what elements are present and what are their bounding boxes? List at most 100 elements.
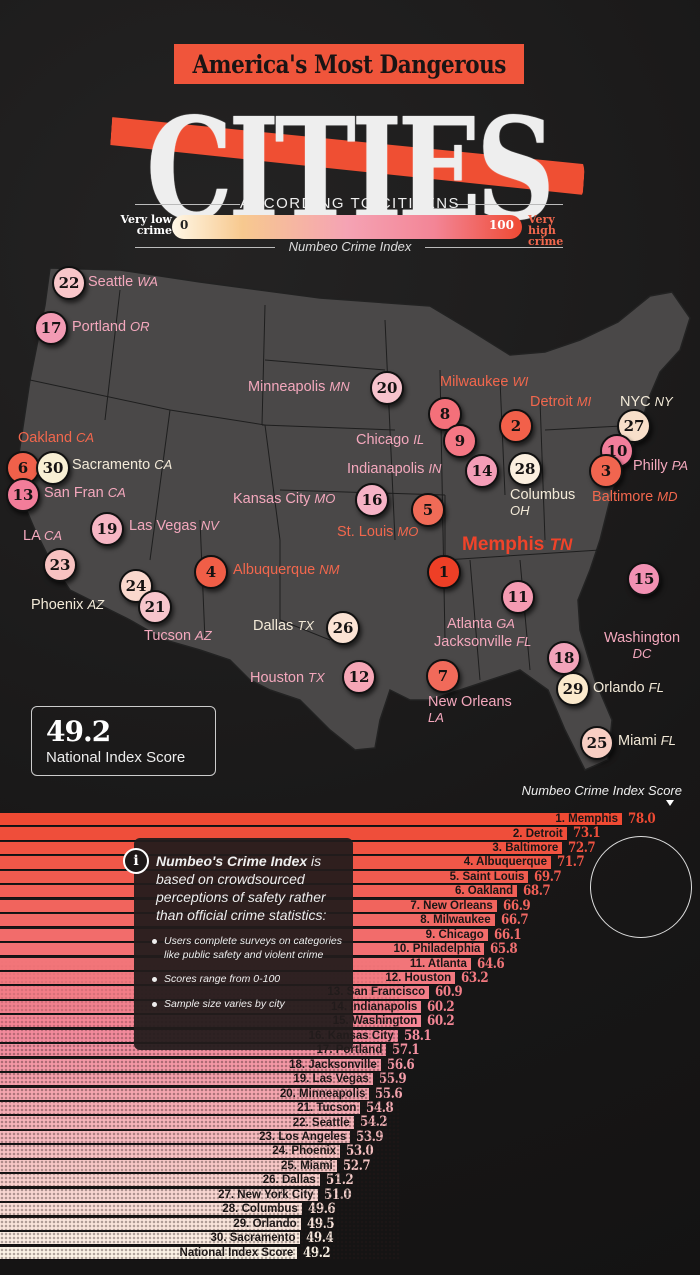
city-pin-columbus[interactable]: 28 <box>508 452 542 486</box>
bar-row: 24. Phoenix 53.0 <box>0 1143 374 1159</box>
city-pin-nyc[interactable]: 27 <box>617 409 651 443</box>
bar-row: 19. Las Vegas 55.9 <box>0 1071 407 1087</box>
city-label-atlanta: Atlanta GA <box>447 616 515 632</box>
pin-rank: 4 <box>205 563 217 581</box>
city-pin-chicago[interactable]: 9 <box>443 424 477 458</box>
washington-dc-inset <box>590 836 692 938</box>
info-bullet: Sample size varies by city <box>152 998 342 1012</box>
divider <box>425 247 563 248</box>
bar: 21. Tucson <box>0 1102 361 1116</box>
info-bullet: Scores range from 0-100 <box>152 973 342 987</box>
bar-value: 58.1 <box>403 1027 432 1044</box>
city-pin-los-angeles[interactable]: 23 <box>43 548 77 582</box>
pin-rank: 25 <box>586 734 608 752</box>
national-index-caption: National Index Score <box>46 749 186 766</box>
city-label-philadelphia: Philly PA <box>633 458 689 474</box>
bar-row: 20. Minneapolis 55.6 <box>0 1086 403 1102</box>
city-pin-minneapolis[interactable]: 20 <box>370 371 404 405</box>
city-label-detroit: Detroit MI <box>530 394 592 410</box>
city-label-los-angeles: LA CA <box>23 528 63 544</box>
city-label-washington: Washington DC <box>603 630 681 661</box>
city-pin-st-louis[interactable]: 5 <box>411 493 445 527</box>
pin-rank: 3 <box>600 462 612 480</box>
bar: 28. Columbus <box>0 1203 302 1217</box>
city-label-seattle: Seattle WA <box>88 274 158 290</box>
bar-value: 54.8 <box>366 1100 394 1116</box>
city-pin-miami[interactable]: 25 <box>580 726 614 760</box>
city-label-columbus: Columbus OH <box>510 487 576 518</box>
pin-rank: 28 <box>514 460 536 478</box>
pin-rank: 7 <box>437 667 449 685</box>
city-pin-atlanta[interactable]: 11 <box>501 580 535 614</box>
city-pin-memphis[interactable]: 1 <box>427 555 461 589</box>
title-banner: America's Most Dangerous <box>174 44 524 84</box>
bar-row: National Index Score 49.2 <box>0 1245 331 1261</box>
bar-value: 66.9 <box>502 897 531 914</box>
city-pin-orlando[interactable]: 29 <box>556 672 590 706</box>
bar-value: 73.1 <box>572 825 601 842</box>
city-label-orlando: Orlando FL <box>593 680 664 696</box>
city-label-jacksonville: Jacksonville FL <box>434 634 532 650</box>
pin-rank: 17 <box>40 319 62 337</box>
info-panel <box>134 838 353 1050</box>
city-label-san-francisco: San Fran CA <box>44 485 126 501</box>
city-label-sacramento: Sacramento CA <box>72 457 173 473</box>
bar-value: 51.2 <box>325 1172 354 1189</box>
bar: 18. Jacksonville <box>0 1058 381 1072</box>
pin-rank: 23 <box>49 556 71 574</box>
bar-value: 63.2 <box>461 969 489 986</box>
city-pin-houston[interactable]: 12 <box>342 660 376 694</box>
city-pin-tucson[interactable]: 21 <box>138 590 172 624</box>
city-label-chicago: Chicago IL <box>356 432 425 448</box>
pin-rank: 13 <box>12 486 34 504</box>
city-label-portland: Portland OR <box>72 319 150 335</box>
city-pin-kansas-city[interactable]: 16 <box>355 483 389 517</box>
scale-caption: Numbeo Crime Index <box>288 239 412 254</box>
bar-row: 26. Dallas 51.2 <box>0 1172 354 1188</box>
bar: 1. Memphis <box>0 813 622 827</box>
city-pin-seattle[interactable]: 22 <box>52 266 86 300</box>
city-label-phoenix: Phoenix AZ <box>31 597 105 613</box>
city-pin-indianapolis[interactable]: 14 <box>465 454 499 488</box>
city-label-dallas: Dallas TX <box>253 618 314 634</box>
pin-rank: 9 <box>454 432 466 450</box>
bar-value: 49.2 <box>303 1244 331 1261</box>
city-label-oakland: Oakland CA <box>18 430 95 446</box>
info-title: Numbeo's Crime Index is based on crowdso… <box>156 853 327 923</box>
us-map-shape <box>17 267 691 771</box>
bar-value: 55.9 <box>378 1071 407 1088</box>
bar-row: 23. Los Angeles 53.9 <box>0 1129 384 1145</box>
pin-rank: 24 <box>125 577 147 595</box>
bar-value: 64.6 <box>476 955 505 972</box>
info-icon: i <box>123 848 149 874</box>
national-index-box: 49.2 National Index Score <box>31 706 216 776</box>
bar-value: 68.7 <box>523 883 551 900</box>
city-pin-portland[interactable]: 17 <box>34 311 68 345</box>
bar-value: 49.4 <box>305 1230 334 1247</box>
city-pin-baltimore[interactable]: 3 <box>589 454 623 488</box>
city-pin-las-vegas[interactable]: 19 <box>90 512 124 546</box>
city-pin-san-francisco[interactable]: 13 <box>6 478 40 512</box>
city-label-miami: Miami FL <box>618 733 676 749</box>
pin-rank: 11 <box>507 588 529 606</box>
city-pin-washington[interactable]: 15 <box>627 562 661 596</box>
bar-row: 30. Sacramento 49.4 <box>0 1230 333 1246</box>
city-pin-sacramento[interactable]: 30 <box>36 451 70 485</box>
pin-rank: 29 <box>562 680 584 698</box>
city-label-nyc: NYC NY <box>620 394 673 410</box>
city-pin-albuquerque[interactable]: 4 <box>194 555 228 589</box>
city-pin-new-orleans[interactable]: 7 <box>426 659 460 693</box>
city-pin-detroit[interactable]: 2 <box>499 409 533 443</box>
bar-row: 18. Jacksonville 56.6 <box>0 1057 414 1073</box>
city-pin-dallas[interactable]: 26 <box>326 611 360 645</box>
pin-rank: 20 <box>376 379 398 397</box>
city-pin-jacksonville[interactable]: 18 <box>547 641 581 675</box>
divider <box>135 204 240 205</box>
national-index-value: 49.2 <box>46 715 111 748</box>
title-top: America's Most Dangerous <box>192 49 506 79</box>
bar: 19. Las Vegas <box>0 1073 373 1087</box>
pin-rank: 5 <box>422 501 434 519</box>
bar: 30. Sacramento <box>0 1232 300 1246</box>
bar-row: 29. Orlando 49.5 <box>0 1216 334 1232</box>
scale-min: 0 <box>180 218 189 232</box>
